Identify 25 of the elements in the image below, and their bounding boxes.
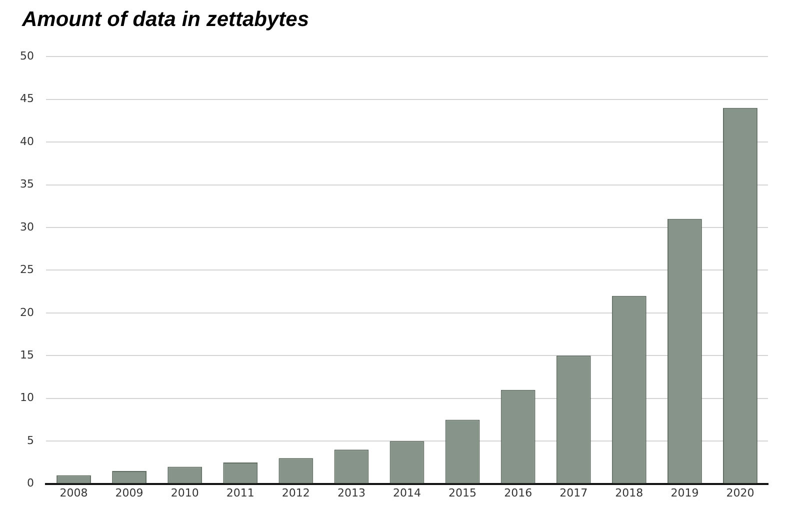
x-tick-label: 2008 xyxy=(60,486,88,500)
x-tick-label: 2017 xyxy=(560,486,588,500)
x-tick-label: 2011 xyxy=(226,486,254,500)
x-tick-label: 2009 xyxy=(115,486,144,500)
y-tick-label: 5 xyxy=(26,434,34,447)
x-tick-label: 2015 xyxy=(448,486,477,500)
y-tick-label: 30 xyxy=(20,220,34,234)
x-tick-label: 2019 xyxy=(670,486,699,500)
y-tick-label: 45 xyxy=(20,92,34,106)
y-tick-label: 35 xyxy=(20,178,34,191)
y-tick-label: 25 xyxy=(20,263,34,276)
x-tick-label: 2012 xyxy=(282,486,310,500)
x-tick-label: 2013 xyxy=(337,486,366,500)
chart-title: Amount of data in zettabytes xyxy=(22,8,310,32)
y-tick-label: 50 xyxy=(20,49,34,62)
x-tick-label: 2020 xyxy=(726,486,754,500)
y-tick-label: 10 xyxy=(20,391,34,404)
y-tick-label: 40 xyxy=(20,134,34,148)
x-tick-label: 2014 xyxy=(393,486,421,500)
y-tick-label: 0 xyxy=(26,476,34,490)
y-tick-label: 20 xyxy=(20,306,34,319)
x-tick-label: 2010 xyxy=(170,486,199,500)
x-tick-label: 2016 xyxy=(504,486,532,500)
x-tick-label: 2018 xyxy=(615,486,644,500)
y-tick-label: 15 xyxy=(20,348,34,362)
